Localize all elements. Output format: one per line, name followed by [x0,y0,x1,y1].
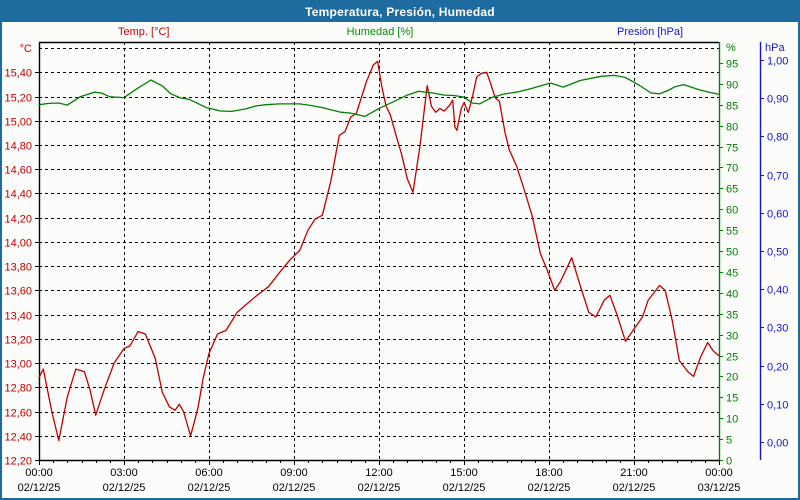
svg-text:0: 0 [726,456,732,468]
svg-text:35: 35 [726,310,738,322]
svg-text:0,20: 0,20 [767,362,788,374]
svg-text:40: 40 [726,289,738,301]
svg-text:95: 95 [726,59,738,71]
x-tick-date: 02/12/25 [188,482,231,494]
x-tick-time: 00:00 [25,467,53,479]
pressure-axis: 1,00 0,90 0,80 0,70 0,60 0,50 0,40 0,30 0,20 0,10… [759,42,788,460]
svg-text:13,60: 13,60 [4,286,32,298]
svg-text:55: 55 [726,226,738,238]
svg-text:14,40: 14,40 [4,189,32,201]
chart-legend: Temp. [°C] Humedad [%] Presión [hPa] [2,26,798,42]
x-tick-date: 02/12/25 [443,482,486,494]
svg-text:45: 45 [726,268,738,280]
svg-text:0,70: 0,70 [767,171,788,183]
x-tick-time: 03:00 [110,467,138,479]
svg-text:15,00: 15,00 [4,117,32,129]
svg-text:30: 30 [726,331,738,343]
window-title: Temperatura, Presión, Humedad [305,5,495,19]
svg-text:0,40: 0,40 [767,285,788,297]
svg-text:60: 60 [726,205,738,217]
svg-text:65: 65 [726,184,738,196]
x-tick-date: 02/12/25 [528,482,571,494]
x-tick-time: 06:00 [195,467,223,479]
svg-text:14,60: 14,60 [4,165,32,177]
x-tick-date: 02/12/25 [613,482,656,494]
temperature-curve [38,60,720,442]
svg-text:0,80: 0,80 [767,132,788,144]
svg-text:13,00: 13,00 [4,359,32,371]
x-tick-time: 09:00 [280,467,308,479]
humidity-unit-label: % [726,42,736,54]
grid [39,42,719,460]
x-tick-time: 12:00 [365,467,393,479]
x-tick-date: 02/12/25 [18,482,61,494]
svg-text:12,20: 12,20 [4,456,32,468]
x-tick-date: 02/12/25 [103,482,146,494]
x-tick-time: 21:00 [620,467,648,479]
svg-text:0,10: 0,10 [767,400,788,412]
svg-text:0,90: 0,90 [767,94,788,106]
temperature-unit-label: °C [20,43,32,55]
svg-text:75: 75 [726,143,738,155]
svg-text:12,80: 12,80 [4,383,32,395]
svg-text:15,40: 15,40 [4,68,32,80]
temperature-axis: 15,40 15,20 15,00 14,80 14,60 14,40 14,20 14,00… [4,43,39,468]
x-tick-time: 15:00 [450,467,478,479]
svg-text:15,20: 15,20 [4,93,32,105]
svg-text:13,40: 13,40 [4,311,32,323]
svg-text:20: 20 [726,372,738,384]
svg-text:85: 85 [726,101,738,113]
svg-text:0,00: 0,00 [767,438,788,450]
svg-text:70: 70 [726,163,738,175]
window-title-bar: Temperatura, Presión, Humedad [2,2,798,22]
legend-temperature: Temp. [°C] [118,26,170,38]
x-tick-date: 02/12/25 [273,482,316,494]
x-tick-date: 03/12/25 [698,482,741,494]
svg-text:12,40: 12,40 [4,432,32,444]
svg-text:15: 15 [726,393,738,405]
svg-text:0,30: 0,30 [767,323,788,335]
svg-text:14,80: 14,80 [4,141,32,153]
svg-text:1,00: 1,00 [767,56,788,68]
svg-text:5: 5 [726,435,732,447]
x-tick-time: 18:00 [535,467,563,479]
x-axis: 00:00 02/12/25 03:00 02/12/25 06:00 02/12/25 0… [18,460,741,494]
pressure-unit-label: hPa [765,42,785,54]
svg-text:50: 50 [726,247,738,259]
svg-text:10: 10 [726,414,738,426]
svg-text:14,20: 14,20 [4,214,32,226]
legend-pressure: Presión [hPa] [616,26,684,38]
svg-text:25: 25 [726,352,738,364]
svg-text:0,60: 0,60 [767,209,788,221]
humidity-curve [38,74,720,118]
svg-text:13,80: 13,80 [4,262,32,274]
svg-text:13,20: 13,20 [4,335,32,347]
x-tick-time: 00:00 [705,467,733,479]
legend-humidity: Humedad [%] [346,26,414,38]
svg-text:14,00: 14,00 [4,238,32,250]
svg-text:90: 90 [726,80,738,92]
svg-text:0,50: 0,50 [767,247,788,259]
svg-text:80: 80 [726,122,738,134]
x-tick-date: 02/12/25 [358,482,401,494]
svg-text:12,60: 12,60 [4,408,32,420]
